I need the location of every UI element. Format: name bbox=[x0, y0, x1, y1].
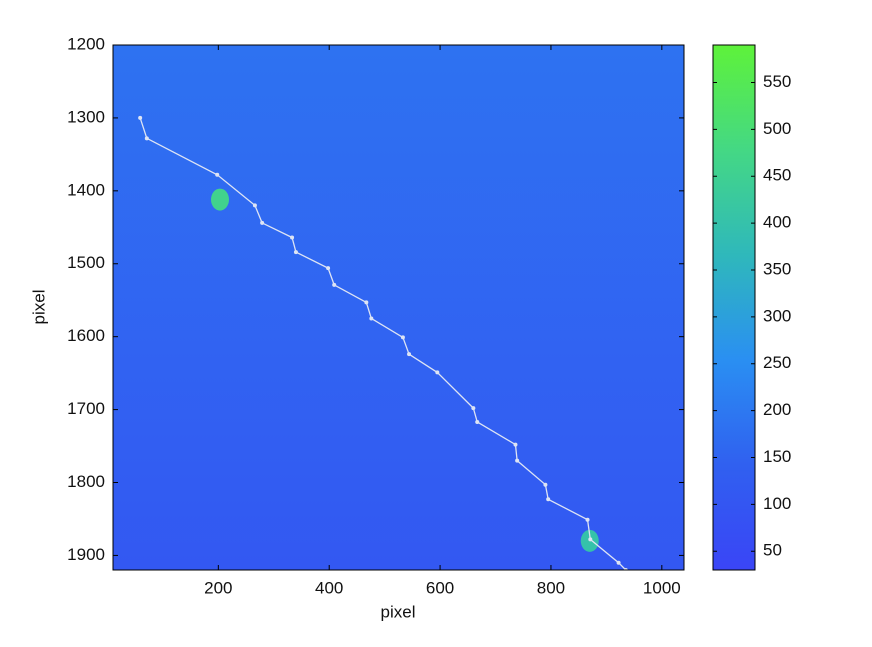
track-point bbox=[400, 335, 405, 340]
colorbar-tick-label: 50 bbox=[763, 541, 782, 560]
track-point bbox=[215, 172, 220, 177]
hot-spot bbox=[210, 188, 229, 211]
colorbar-tick-label: 550 bbox=[763, 72, 791, 91]
track-point bbox=[471, 406, 476, 411]
track-point bbox=[546, 497, 551, 502]
y-tick-label: 1700 bbox=[67, 399, 105, 418]
x-tick-label: 200 bbox=[204, 578, 232, 597]
y-tick-label: 1400 bbox=[67, 180, 105, 199]
x-axis-label: pixel bbox=[381, 602, 416, 621]
colorbar-tick-label: 250 bbox=[763, 353, 791, 372]
y-tick-label: 1900 bbox=[67, 545, 105, 564]
colorbar-tick-label: 100 bbox=[763, 494, 791, 513]
track-point bbox=[585, 517, 590, 522]
plot-frame bbox=[112, 44, 685, 571]
track-point bbox=[513, 442, 518, 447]
colorbar-tick-label: 400 bbox=[763, 213, 791, 232]
track-point bbox=[515, 458, 520, 463]
x-tick-label: 400 bbox=[315, 578, 343, 597]
track-point bbox=[326, 266, 331, 271]
track-point bbox=[588, 537, 593, 542]
track-point bbox=[543, 482, 548, 487]
track-point bbox=[138, 115, 143, 120]
y-axis-label: pixel bbox=[29, 290, 48, 325]
y-tick-label: 1800 bbox=[67, 472, 105, 491]
track-point bbox=[293, 250, 298, 255]
y-tick-label: 1200 bbox=[67, 34, 105, 53]
track-point bbox=[435, 370, 440, 375]
colorbar bbox=[712, 44, 756, 571]
colorbar-tick-label: 150 bbox=[763, 447, 791, 466]
track-point bbox=[290, 235, 295, 240]
y-tick-label: 1600 bbox=[67, 326, 105, 345]
x-tick-label: 800 bbox=[537, 578, 565, 597]
image-background bbox=[113, 45, 684, 570]
track-point bbox=[407, 352, 412, 357]
y-tick-label: 1500 bbox=[67, 253, 105, 272]
colorbar-tick-label: 500 bbox=[763, 119, 791, 138]
track-point bbox=[364, 300, 369, 305]
track-point bbox=[475, 419, 480, 424]
colorbar-tick-label: 450 bbox=[763, 166, 791, 185]
track-line bbox=[139, 117, 627, 570]
track-point bbox=[144, 136, 149, 141]
track-point bbox=[332, 282, 337, 287]
track-point bbox=[369, 316, 374, 321]
track-point bbox=[260, 220, 265, 225]
track-point bbox=[252, 203, 257, 208]
colorbar-tick-label: 350 bbox=[763, 259, 791, 278]
colorbar-tick-label: 200 bbox=[763, 400, 791, 419]
colorbar-tick-label: 300 bbox=[763, 306, 791, 325]
track-point bbox=[616, 560, 621, 565]
x-tick-label: 600 bbox=[426, 578, 454, 597]
y-tick-label: 1300 bbox=[67, 107, 105, 126]
x-tick-label: 1000 bbox=[643, 578, 681, 597]
